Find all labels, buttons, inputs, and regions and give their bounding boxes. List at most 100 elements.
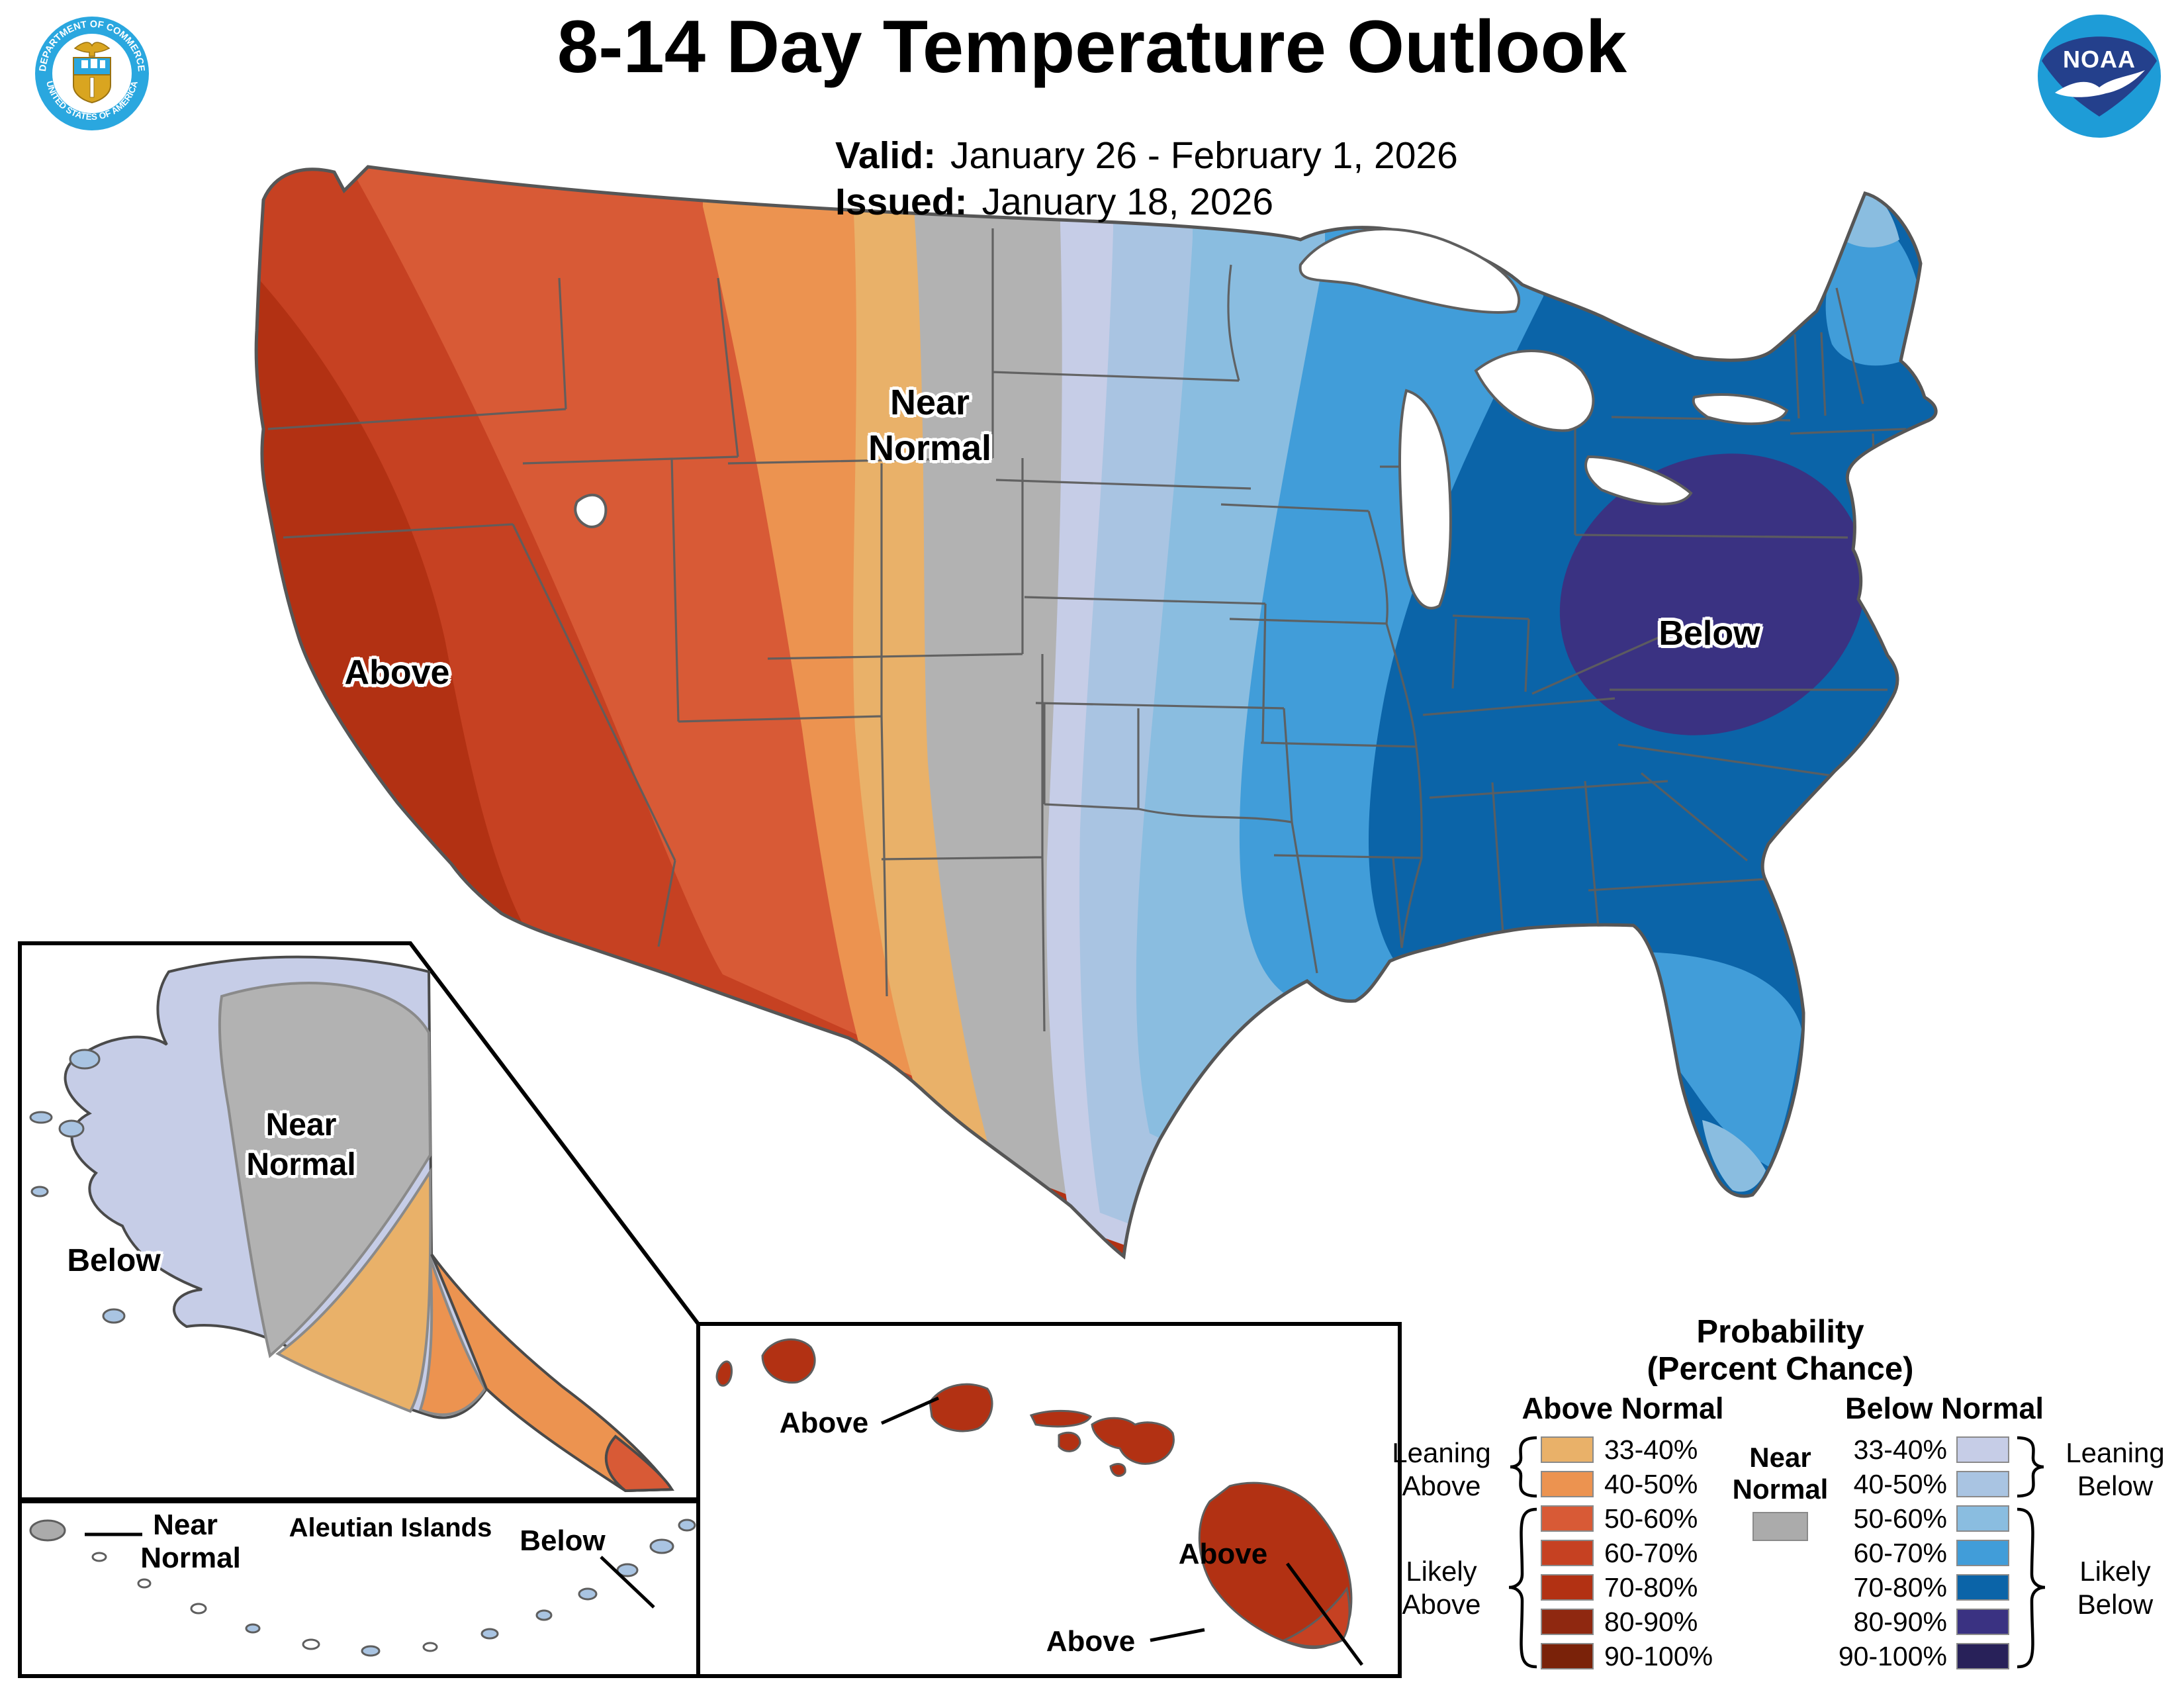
hawaii-inset [696, 1322, 1402, 1678]
alaska-shapes [29, 955, 674, 1493]
alaska-near-normal-area [218, 982, 432, 1358]
lake-erie [1584, 455, 1693, 506]
alaska-west-island-3 [30, 1186, 49, 1197]
legend-below-swatch-1 [1956, 1436, 2009, 1463]
likely-below-brace [2017, 1507, 2046, 1669]
aleutian-below-label: Below [520, 1524, 606, 1557]
hawaii-islands [715, 1338, 1353, 1649]
legend-above-swatch-3 [1541, 1505, 1594, 1532]
maine-tip-50-60-patch [1841, 192, 1899, 248]
legend-near-line2: Normal [1732, 1474, 1829, 1505]
florida-60-70-patch [1583, 952, 1801, 1166]
hawaii-above-pointer-1 [880, 1396, 940, 1425]
aleutian-island [649, 1538, 674, 1554]
aleutian-island [578, 1587, 598, 1601]
aleutian-island [302, 1638, 320, 1650]
legend-above-swatch-5 [1541, 1574, 1594, 1601]
aleutian-near-label-line1: Near [153, 1509, 218, 1541]
legend-near-line1: Near [1749, 1442, 1811, 1473]
great-salt-lake [574, 493, 608, 528]
legend-below-swatch-3 [1956, 1505, 2009, 1532]
legend-below-swatch-2 [1956, 1471, 2009, 1497]
alaska-near-label-line1: Near [265, 1107, 337, 1143]
aleutian-island [422, 1642, 438, 1652]
niihau [715, 1360, 733, 1387]
kauai [761, 1338, 816, 1384]
legend-above-swatch-1 [1541, 1436, 1594, 1463]
legend-above-range-7: 90-100% [1604, 1641, 1713, 1671]
lanai [1058, 1431, 1081, 1452]
maine-60-70-patch [1825, 218, 1919, 366]
kahoolawe [1109, 1463, 1126, 1477]
issued-line: Issued: January 18, 2026 [835, 180, 1273, 224]
legend-above-swatch-4 [1541, 1540, 1594, 1566]
lake-superior [1298, 228, 1521, 314]
valid-line: Valid: January 26 - February 1, 2026 [835, 134, 1458, 177]
conus-below-label: Below [1659, 614, 1760, 653]
aleutian-island-gray [29, 1519, 66, 1542]
alaska-west-island-1 [69, 1049, 101, 1070]
legend-below-range-2: 40-50% [1853, 1469, 1947, 1499]
hawaii-above-pointer-2 [1285, 1562, 1364, 1666]
aleutian-island [480, 1628, 499, 1640]
legend-above-header: Above Normal [1522, 1391, 1724, 1425]
legend-above-range-1: 33-40% [1604, 1434, 1698, 1465]
legend-near-swatch [1752, 1512, 1808, 1541]
leaning-below-line2: Below [2077, 1470, 2154, 1501]
hawaii-above-label-3: Above [1046, 1625, 1136, 1658]
lake-michigan [1398, 389, 1452, 610]
legend-below-range-3: 50-60% [1853, 1503, 1947, 1534]
aleutian-below-pointer [600, 1556, 655, 1609]
leaning-above-line1: Leaning [1392, 1437, 1491, 1468]
legend-above-swatch-7 [1541, 1643, 1594, 1669]
valid-value: January 26 - February 1, 2026 [950, 134, 1458, 177]
alaska-above-band-2 [418, 1257, 487, 1417]
legend-above-swatch-6 [1541, 1609, 1594, 1635]
doc-seal-ship-sail [91, 59, 97, 68]
aleutian-title: Aleutian Islands [289, 1513, 492, 1542]
doc-seal-ship-sail [81, 60, 88, 68]
legend-below-header: Below Normal [1844, 1391, 2044, 1425]
aleutian-island [361, 1645, 381, 1657]
florida-tip-50-60-patch [1702, 1120, 1766, 1192]
conus-outline [254, 165, 1938, 1260]
conus-near-label-line1: Near [889, 383, 970, 422]
leaning-below-brace [2017, 1436, 2044, 1498]
aleutian-island [137, 1578, 152, 1589]
aleutian-island [535, 1609, 553, 1621]
likely-below-line2: Below [2077, 1589, 2154, 1620]
aleutian-inset [18, 1499, 705, 1678]
hawaii-above-pointer-3 [1150, 1628, 1205, 1642]
legend-below-range-4: 60-70% [1853, 1538, 1947, 1568]
hawaii-above-label-1: Above [779, 1407, 869, 1439]
legend-above-range-5: 70-80% [1604, 1572, 1698, 1603]
leaning-above-brace [1510, 1436, 1537, 1498]
doc-seal: DEPARTMENT OF COMMERCE UNITED STATES OF … [35, 17, 149, 130]
aleutian-island [245, 1623, 261, 1634]
legend-below-swatch-4 [1956, 1540, 2009, 1566]
molokai [1029, 1410, 1093, 1428]
legend-below-swatch-6 [1956, 1609, 2009, 1635]
mid-atlantic-80-90-core [1559, 453, 1866, 735]
legend-below-range-7: 90-100% [1838, 1641, 1947, 1671]
leaning-above-line2: Above [1402, 1470, 1481, 1501]
likely-below-line1: Likely [2079, 1556, 2151, 1587]
doc-seal-lighthouse [89, 77, 95, 98]
hawaii-above-label-2: Above [1178, 1538, 1268, 1570]
leaning-below-line1: Leaning [2066, 1437, 2165, 1468]
alaska-inset [18, 941, 700, 1501]
alaska-near-label-line2: Normal [246, 1147, 356, 1182]
conus-above-label: Above [344, 653, 450, 692]
doc-seal-ship-sail [100, 60, 105, 68]
aleutian-island [190, 1603, 207, 1615]
aleutian-island [91, 1552, 107, 1562]
legend-below-range-5: 70-80% [1853, 1572, 1947, 1603]
valid-label: Valid: [835, 134, 936, 177]
lake-ontario [1692, 393, 1789, 426]
likely-above-line1: Likely [1406, 1556, 1477, 1587]
st-lawrence-island [29, 1111, 53, 1124]
aleutian-island [616, 1563, 639, 1577]
aleutian-near-label-line2: Normal [140, 1542, 241, 1574]
